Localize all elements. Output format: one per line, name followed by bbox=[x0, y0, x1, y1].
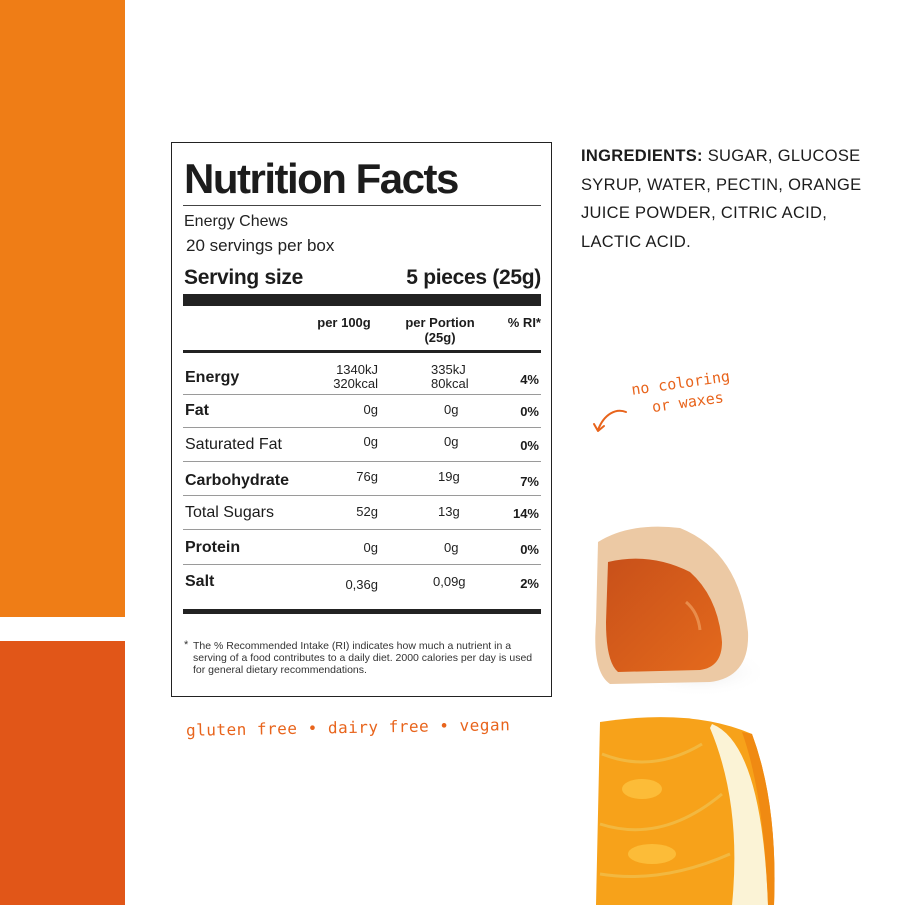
row-divider bbox=[183, 394, 541, 395]
no-coloring-note: no coloring or waxes bbox=[630, 366, 734, 419]
row-ri: 14% bbox=[512, 506, 539, 521]
row-per100: 0g bbox=[363, 434, 378, 449]
row-name: Protein bbox=[185, 539, 241, 556]
row-portion: 19g bbox=[438, 469, 460, 484]
row-name: Carbohydrate bbox=[185, 472, 290, 489]
row-per100: 1340kJ 320kcal bbox=[333, 362, 378, 391]
table-row: Carbohydrate 76g 19g 7% bbox=[183, 467, 541, 501]
product-name: Energy Chews bbox=[184, 213, 289, 230]
row-portion: 0,09g bbox=[433, 574, 466, 589]
row-portion: 0g bbox=[444, 402, 459, 417]
dietary-badges: gluten free • dairy free • vegan bbox=[185, 715, 511, 740]
ingredients-text: SUGAR, GLUCOSE SYRUP, WATER, PECTIN, ORA… bbox=[581, 147, 862, 251]
row-ri: 0% bbox=[520, 438, 539, 453]
ingredients-list: INGREDIENTS: SUGAR, GLUCOSE SYRUP, WATER… bbox=[581, 142, 881, 256]
row-name: Fat bbox=[185, 402, 209, 419]
row-divider bbox=[183, 495, 541, 496]
curved-arrow-icon bbox=[593, 409, 627, 432]
ingredients-label: INGREDIENTS: bbox=[581, 147, 703, 165]
header-per-portion: per Portion (25g) bbox=[405, 315, 475, 345]
table-row: Salt 0,36g 0,09g 2% bbox=[183, 571, 541, 605]
row-ri: 0% bbox=[520, 404, 539, 419]
row-name: Saturated Fat bbox=[185, 436, 282, 453]
footnote-star: * bbox=[184, 639, 189, 651]
nutrition-title: Nutrition Facts bbox=[184, 155, 459, 202]
row-divider bbox=[183, 427, 541, 428]
row-divider bbox=[183, 564, 541, 565]
orange-side-bar bbox=[0, 0, 125, 617]
row-portion: 335kJ 80kcal bbox=[431, 362, 469, 391]
row-ri: 4% bbox=[520, 372, 539, 387]
row-ri: 7% bbox=[520, 474, 539, 489]
table-row: Protein 0g 0g 0% bbox=[183, 536, 541, 570]
header-divider bbox=[183, 350, 541, 353]
footnote-text: The % Recommended Intake (RI) indicates … bbox=[193, 640, 533, 676]
row-ri: 0% bbox=[520, 542, 539, 557]
header-ri: % RI* bbox=[507, 315, 541, 330]
nutrition-facts-label: Nutrition Facts Energy Chews 20 servings… bbox=[171, 142, 552, 697]
header-per-100g: per 100g bbox=[317, 315, 371, 330]
row-per100: 52g bbox=[356, 504, 378, 519]
red-orange-side-bar bbox=[0, 641, 125, 905]
divider bbox=[183, 205, 541, 206]
row-divider bbox=[183, 529, 541, 530]
row-per100: 0g bbox=[363, 540, 378, 555]
row-per100: 0g bbox=[363, 402, 378, 417]
servings-per-box: 20 servings per box bbox=[186, 236, 335, 255]
bottom-divider bbox=[183, 609, 541, 614]
row-ri: 2% bbox=[520, 576, 539, 591]
row-portion: 0g bbox=[444, 540, 459, 555]
row-name: Total Sugars bbox=[185, 504, 274, 521]
serving-size-row: Serving size 5 pieces (25g) bbox=[184, 266, 541, 290]
row-portion: 0g bbox=[444, 434, 459, 449]
footnote: * The % Recommended Intake (RI) indicate… bbox=[184, 639, 539, 676]
serving-size-label: Serving size bbox=[184, 266, 303, 289]
row-per100: 76g bbox=[356, 469, 378, 484]
table-row: Total Sugars 52g 13g 14% bbox=[183, 501, 541, 535]
table-row: Energy 1340kJ 320kcal 335kJ 80kcal 4% bbox=[183, 361, 541, 395]
table-row: Fat 0g 0g 0% bbox=[183, 398, 541, 432]
row-name: Salt bbox=[185, 573, 215, 590]
serving-size-value: 5 pieces (25g) bbox=[406, 266, 541, 289]
orange-slice-image bbox=[596, 717, 775, 905]
row-name: Energy bbox=[185, 369, 240, 386]
row-divider bbox=[183, 461, 541, 462]
orange-gummy-image bbox=[595, 526, 760, 697]
thick-divider bbox=[183, 294, 541, 306]
row-portion: 13g bbox=[438, 504, 460, 519]
table-row: Saturated Fat 0g 0g 0% bbox=[183, 432, 541, 466]
row-per100: 0,36g bbox=[345, 577, 378, 592]
